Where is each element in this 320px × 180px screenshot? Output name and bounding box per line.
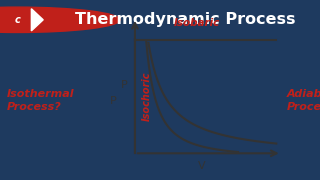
Text: Isochoric: Isochoric	[142, 71, 152, 121]
Text: Adiabatic
Process?: Adiabatic Process?	[286, 89, 320, 112]
Text: Isothermal
Process?: Isothermal Process?	[6, 89, 74, 112]
Text: P: P	[121, 80, 128, 90]
Text: V: V	[198, 161, 205, 171]
Text: Thermodynamic Process: Thermodynamic Process	[75, 12, 296, 27]
Text: P: P	[110, 96, 117, 106]
Text: c: c	[15, 15, 20, 25]
Polygon shape	[31, 9, 43, 31]
Text: Isobaric: Isobaric	[174, 18, 220, 28]
Circle shape	[0, 7, 120, 32]
